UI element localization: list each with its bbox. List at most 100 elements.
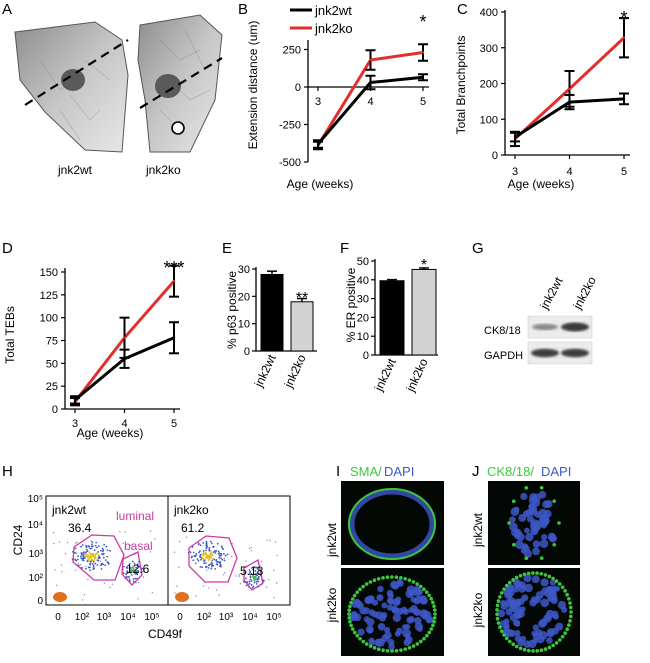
flow-event xyxy=(95,546,98,549)
dapi-nucleus xyxy=(530,596,538,604)
flow-event xyxy=(258,572,260,575)
flow-event xyxy=(137,581,140,584)
flow-event xyxy=(88,551,91,554)
flow-event xyxy=(274,541,277,543)
dapi-nucleus xyxy=(534,511,542,518)
marker-stain-dot xyxy=(355,633,360,638)
dapi-nucleus xyxy=(499,620,508,628)
flow-event xyxy=(255,580,258,583)
flow-event xyxy=(122,571,124,573)
panel-label-a: A xyxy=(2,1,12,18)
dapi-nucleus xyxy=(414,616,422,625)
flow-event xyxy=(210,567,213,570)
flow-event xyxy=(223,559,226,562)
marker-stain-dot xyxy=(526,648,531,653)
dapi-nucleus xyxy=(532,624,539,631)
marker-circle xyxy=(171,121,185,135)
flow-event xyxy=(273,569,275,572)
panel-j: J CK8/18/ DAPI jnk2wt jnk2ko xyxy=(471,463,580,656)
flow-event xyxy=(89,563,91,566)
flow-event xyxy=(244,577,247,580)
flow-event xyxy=(202,542,204,544)
data-point-jnk2wt xyxy=(369,81,372,84)
flow-event xyxy=(203,552,205,555)
dapi-nucleus xyxy=(538,619,547,628)
panel-label-b: B xyxy=(238,1,248,18)
flow-event xyxy=(217,561,220,564)
y-tick-label: 0 xyxy=(37,596,43,607)
marker-stain-dot xyxy=(372,578,377,583)
micro-row-ko-i: jnk2ko xyxy=(325,587,339,623)
flow-event xyxy=(133,562,136,565)
flow-event xyxy=(248,573,251,575)
data-point-jnk2wt xyxy=(421,76,425,79)
dapi-nucleus xyxy=(520,635,527,642)
flow-event xyxy=(107,563,110,565)
flow-event xyxy=(131,566,134,569)
flow-event xyxy=(100,562,103,565)
flow-event xyxy=(256,576,258,579)
marker-stain-dot xyxy=(385,649,390,653)
marker-stain-dot xyxy=(511,499,516,504)
flow-event xyxy=(194,555,197,558)
flow-event xyxy=(199,550,201,552)
data-point-jnk2wt xyxy=(622,97,626,101)
flow-event xyxy=(191,546,194,548)
data-point-jnk2ko xyxy=(568,87,571,91)
flow-event xyxy=(248,582,251,585)
dapi-nucleus xyxy=(380,611,388,619)
flow-event xyxy=(101,547,104,550)
dapi-nucleus xyxy=(392,613,402,622)
micro-cells-i xyxy=(347,488,437,653)
flow-event xyxy=(244,572,247,575)
marker-stain-dot xyxy=(514,644,519,649)
legend-label-ko: jnk2ko xyxy=(314,21,353,36)
dapi-nucleus xyxy=(536,635,545,644)
y-tick-label: 400 xyxy=(480,7,498,19)
bar-jnk2wt xyxy=(379,280,405,356)
y-tick-label: 250 xyxy=(283,45,301,57)
data-point-jnk2ko xyxy=(172,279,176,283)
chart-d: 0 25 50 75 100 125 150 3 4 5 *** xyxy=(40,258,185,430)
flow-event xyxy=(258,575,260,578)
marker-stain-dot xyxy=(368,644,373,648)
marker-stain-dot xyxy=(563,631,567,635)
flow-event xyxy=(260,560,263,562)
flow-event xyxy=(203,559,206,562)
y-tick-label: 30 xyxy=(238,264,250,276)
xlabel-c: Age (weeks) xyxy=(508,177,575,191)
flow-event xyxy=(176,585,178,587)
dapi-nucleus xyxy=(524,583,533,593)
flow-event xyxy=(221,558,224,561)
marker-stain-dot xyxy=(500,629,504,634)
x-tick-label-jnk2ko: jnk2ko xyxy=(403,356,431,395)
y-tick-label: 50 xyxy=(357,256,369,268)
marker-stain-dot xyxy=(551,643,555,648)
flow-event xyxy=(211,553,214,556)
y-tick-label: 75 xyxy=(46,336,58,348)
flow-event xyxy=(208,557,211,560)
dapi-nucleus xyxy=(520,492,528,501)
flow-event xyxy=(80,545,82,548)
flow-event xyxy=(64,552,67,555)
flow-event xyxy=(100,549,102,552)
blot-row-ck818: CK8/18 xyxy=(484,325,521,337)
flow-event xyxy=(149,551,152,553)
flow-debris-cluster xyxy=(175,592,189,602)
flow-event xyxy=(55,584,58,587)
data-point-jnk2ko xyxy=(622,36,626,39)
dapi-nucleus xyxy=(546,637,553,644)
dashed-line-wt xyxy=(24,39,129,106)
blot-col-ko: jnk2ko xyxy=(570,274,599,312)
flow-event xyxy=(137,571,140,573)
band-gapdh-ko xyxy=(561,348,589,358)
marker-stain-dot xyxy=(557,521,561,525)
flow-event xyxy=(125,575,128,578)
flow-event xyxy=(218,552,221,555)
flow-event xyxy=(251,586,254,589)
flow-event xyxy=(92,552,95,555)
flow-event xyxy=(230,555,233,558)
legend-label-wt: jnk2wt xyxy=(314,3,352,18)
flow-event xyxy=(256,574,259,577)
x-tick-label: 10⁵ xyxy=(266,612,281,623)
